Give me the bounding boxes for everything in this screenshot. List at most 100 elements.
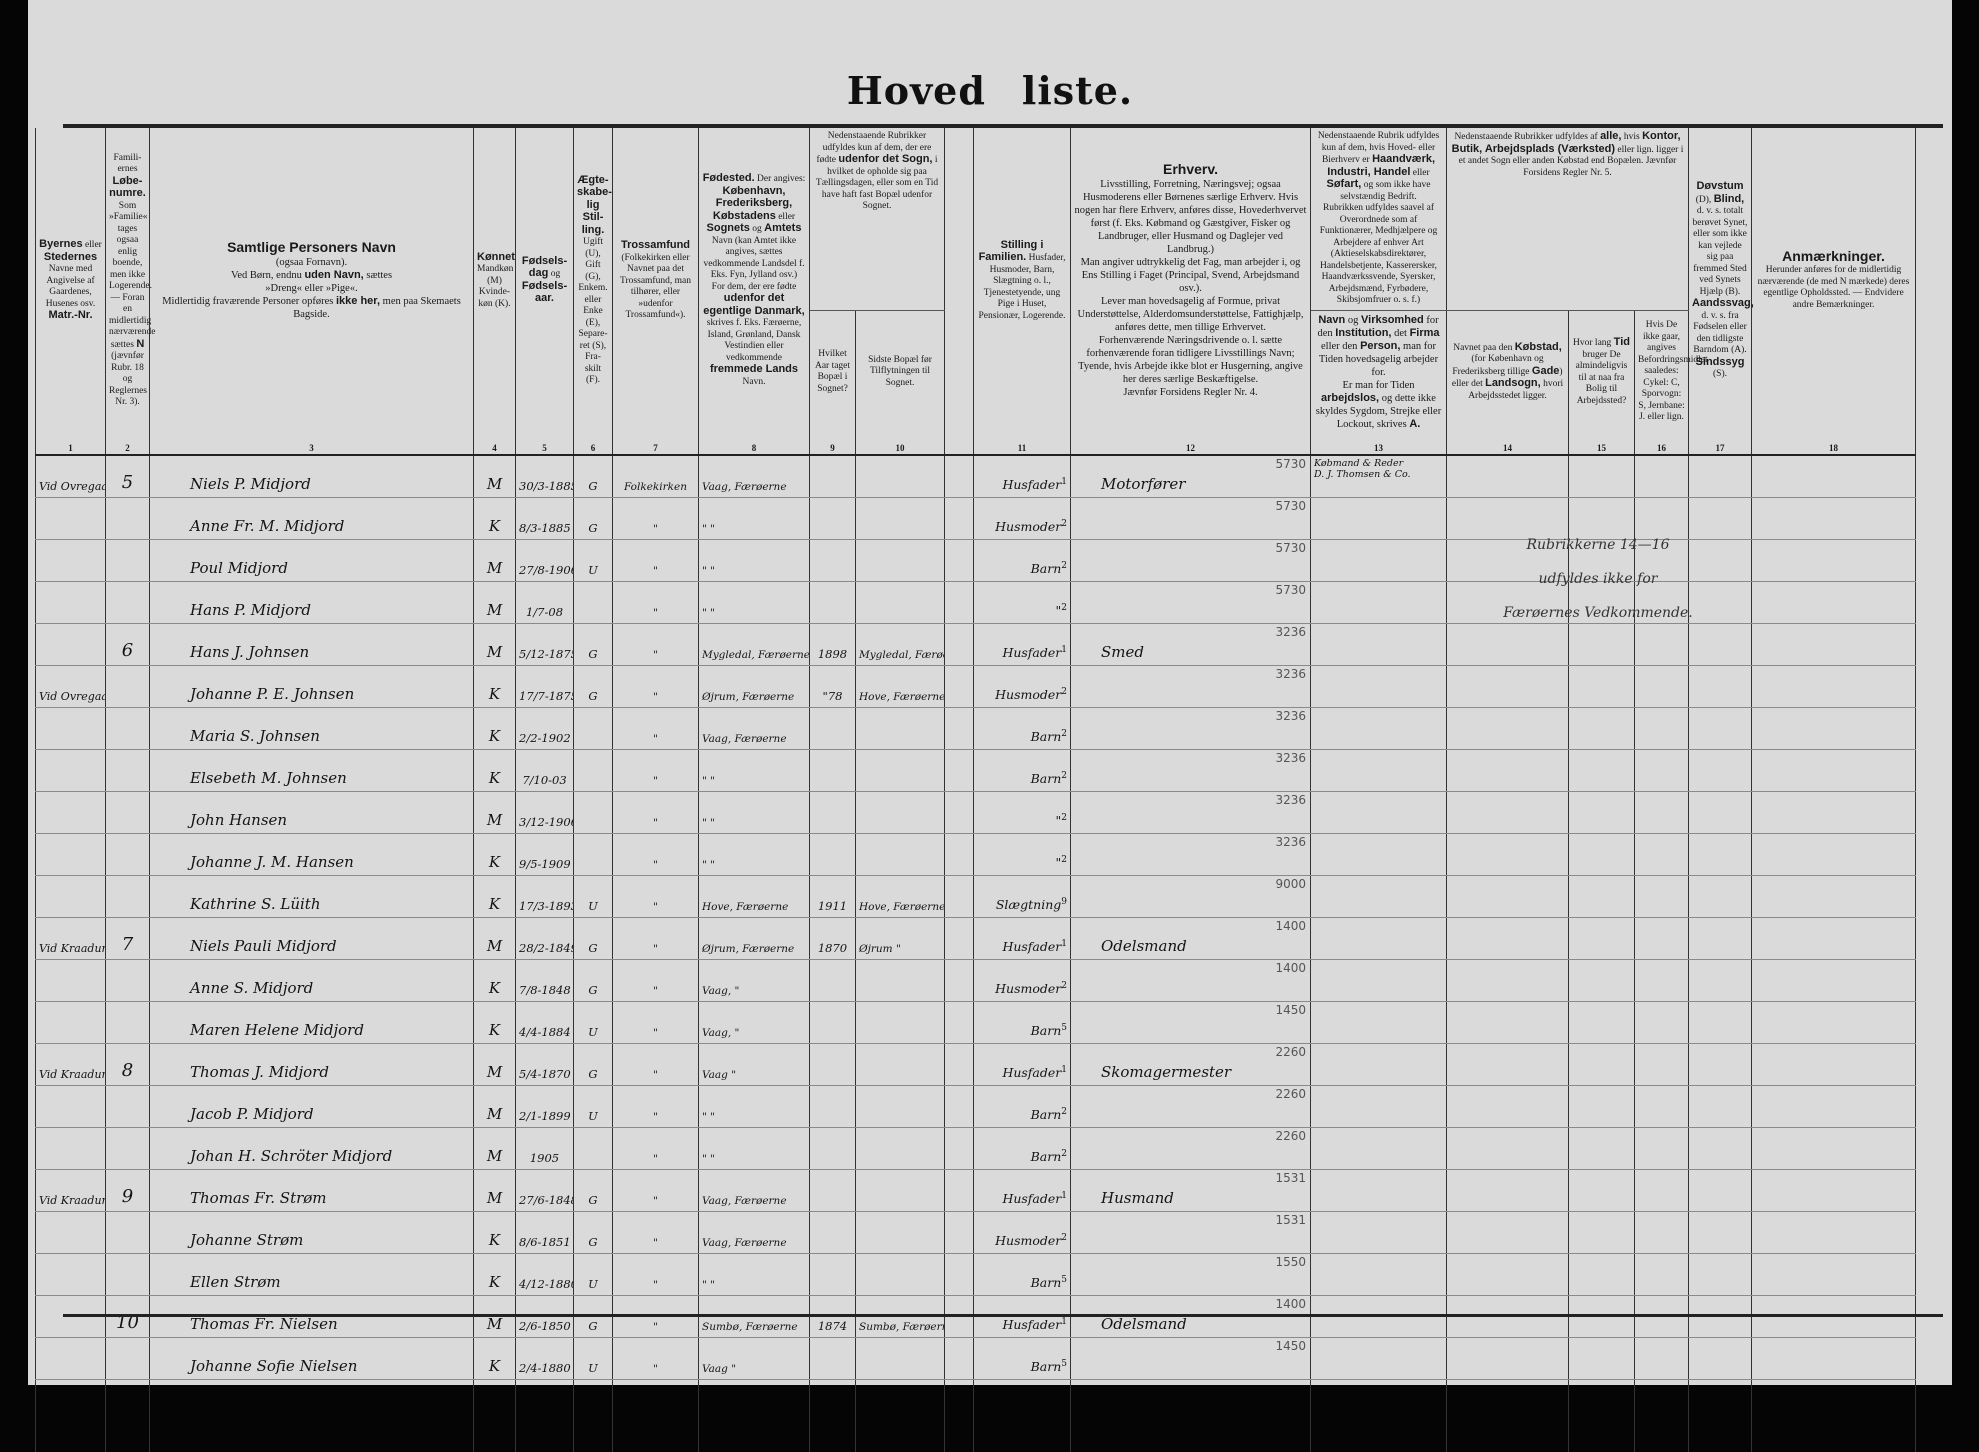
cell-employer <box>1310 665 1447 708</box>
occupation-code: 1400 <box>1275 918 1306 933</box>
cell-col-18 <box>1751 917 1916 960</box>
table-row: John Hansen M 3/12-1906 " " " "2 3236 <box>35 791 1916 834</box>
table-row: Hans P. Midjord M 1/7-08 " " " "2 5730 <box>35 581 1916 624</box>
cell-occupation: 5730 <box>1070 539 1311 582</box>
cell-name: Kathrine S. Lüith <box>149 875 474 918</box>
cell-fam <box>105 1211 150 1254</box>
cell-sex: K <box>473 1253 516 1296</box>
cell-birth: 7/8-1848 <box>515 959 574 1002</box>
table-row: Jacob P. Midjord M 2/1-1899 U " " " Barn2 2260 <box>35 1085 1916 1128</box>
cell-col-15 <box>1568 749 1635 792</box>
cell-col-17 <box>1688 1253 1752 1296</box>
cell-name: Johanne Sofie Nielsen <box>149 1337 474 1380</box>
cell-occupation: 2260 <box>1070 1127 1311 1170</box>
occupation-code: 3236 <box>1275 708 1306 723</box>
header-bold-text: Døvstum <box>1696 180 1744 192</box>
cell-year <box>809 497 856 540</box>
cell-col-14 <box>1446 917 1569 960</box>
column-number: 10 <box>855 433 945 456</box>
header-text: Hvis De ikke gaar, angives Befordringsmi… <box>1638 320 1708 423</box>
position-text: Barn <box>1030 1149 1062 1165</box>
cell-birth: 8/3-1885 <box>515 497 574 540</box>
cell-col-18 <box>1751 749 1916 792</box>
gutter-column <box>944 1043 974 1086</box>
cell-employer <box>1310 539 1447 582</box>
cell-sex: M <box>473 1043 516 1086</box>
header-bold-text: Haandværk, Industri, Handel <box>1327 153 1436 178</box>
cell-occupation: Husmand 1531 <box>1070 1169 1311 1212</box>
header-bold-text: Fødsels-aar. <box>521 279 568 305</box>
position-code: 1 <box>1061 1317 1067 1328</box>
position-text: " <box>1055 855 1062 871</box>
cell-mar: U <box>573 539 613 582</box>
header-bold-text: Aandssvag, <box>1692 297 1754 309</box>
header-text: Sidste Bopæl før Tilflytningen til Sogne… <box>868 354 932 388</box>
cell-col-16 <box>1634 707 1689 750</box>
cell-faith: " <box>612 749 699 792</box>
cell-col-15 <box>1568 959 1635 1002</box>
cell-position: Barn5 <box>973 1001 1071 1044</box>
cell-col-16 <box>1634 791 1689 834</box>
header-text: hvis <box>1621 132 1643 142</box>
cell-faith: " <box>612 1253 699 1296</box>
cell-name: Ellen Strøm <box>149 1253 474 1296</box>
cell-place <box>35 1001 106 1044</box>
cell-col-16 <box>1634 1253 1689 1296</box>
cell-sex: K <box>473 1337 516 1380</box>
table-row: Maria S. Johnsen K 2/2-1902 " Vaag, Færøerne… <box>35 707 1916 750</box>
header-bold-text: Anmærkninger. <box>1782 247 1885 264</box>
occupation-text: Smed <box>1101 642 1144 661</box>
header-text: skrives f. Eks. Færøerne, Island, Grønla… <box>706 318 802 363</box>
cell-last: Mygledal, Færøerne <box>855 623 945 666</box>
occupation-code: 3236 <box>1275 666 1306 681</box>
cell-col-16 <box>1634 1043 1689 1086</box>
cell-mar <box>573 581 613 624</box>
column-header-11: Stilling i Familien. Husfader, Husmoder,… <box>973 128 1071 434</box>
gutter-column <box>944 959 974 1002</box>
cell-col-18 <box>1751 539 1916 582</box>
cell-bp: " " <box>698 1253 810 1296</box>
column-header-16: Hvis De ikke gaar, angives Befordringsmi… <box>1634 310 1708 434</box>
cell-col-14 <box>1446 749 1569 792</box>
header-bold-text: Stedernes <box>43 250 98 263</box>
header-text: det <box>1391 327 1410 339</box>
cell-mar: G <box>573 623 613 666</box>
cell-last: Hove, Færøerne <box>855 665 945 708</box>
cell-col-18 <box>1751 454 1916 498</box>
cell-birth: 5/4-1870 <box>515 1043 574 1086</box>
cell-col-18 <box>1751 623 1916 666</box>
cell-mar <box>573 833 613 876</box>
cell-last <box>855 1001 945 1044</box>
column-number: 8 <box>698 433 810 456</box>
header-text: Hvilket Aar taget Bopæl i Sognet? <box>814 349 851 394</box>
cell-last <box>855 1253 945 1296</box>
header-text: og <box>548 269 561 280</box>
cell-position: Husfader1 <box>973 454 1071 498</box>
cell-sex: K <box>473 875 516 918</box>
cell-bp: Vaag " <box>698 1337 810 1380</box>
column-number: 18 <box>1751 433 1916 456</box>
cell-col-18 <box>1751 1337 1916 1380</box>
table-row: Vid Kraadur 7 Niels Pauli Midjord M 28/2-184… <box>35 917 1916 960</box>
cell-birth: 4/4-1884 <box>515 1001 574 1044</box>
header-text: Der angives: <box>754 174 806 185</box>
position-code: 5 <box>1061 1359 1067 1370</box>
gutter-column <box>944 128 974 434</box>
cell-occupation: 3236 <box>1070 749 1311 792</box>
cell-year <box>809 1127 856 1170</box>
position-code: 2 <box>1061 1233 1067 1244</box>
cell-bp: Vaag, Færøerne <box>698 707 810 750</box>
top-rule <box>63 124 1943 128</box>
header-text: eller lign. ligger i et andet Sogn eller… <box>1458 144 1684 178</box>
cell-col-14 <box>1446 1001 1569 1044</box>
cell-sex: M <box>473 623 516 666</box>
gutter-column <box>944 1127 974 1170</box>
cell-sex: M <box>473 917 516 960</box>
cell-col-14 <box>1446 581 1569 624</box>
cell-col-16 <box>1634 539 1689 582</box>
cell-fam <box>105 959 150 1002</box>
cell-position: Husfader1 <box>973 1169 1071 1212</box>
position-code: 2 <box>1061 687 1067 698</box>
gutter-column <box>944 917 974 960</box>
column-number: 11 <box>973 433 1071 456</box>
